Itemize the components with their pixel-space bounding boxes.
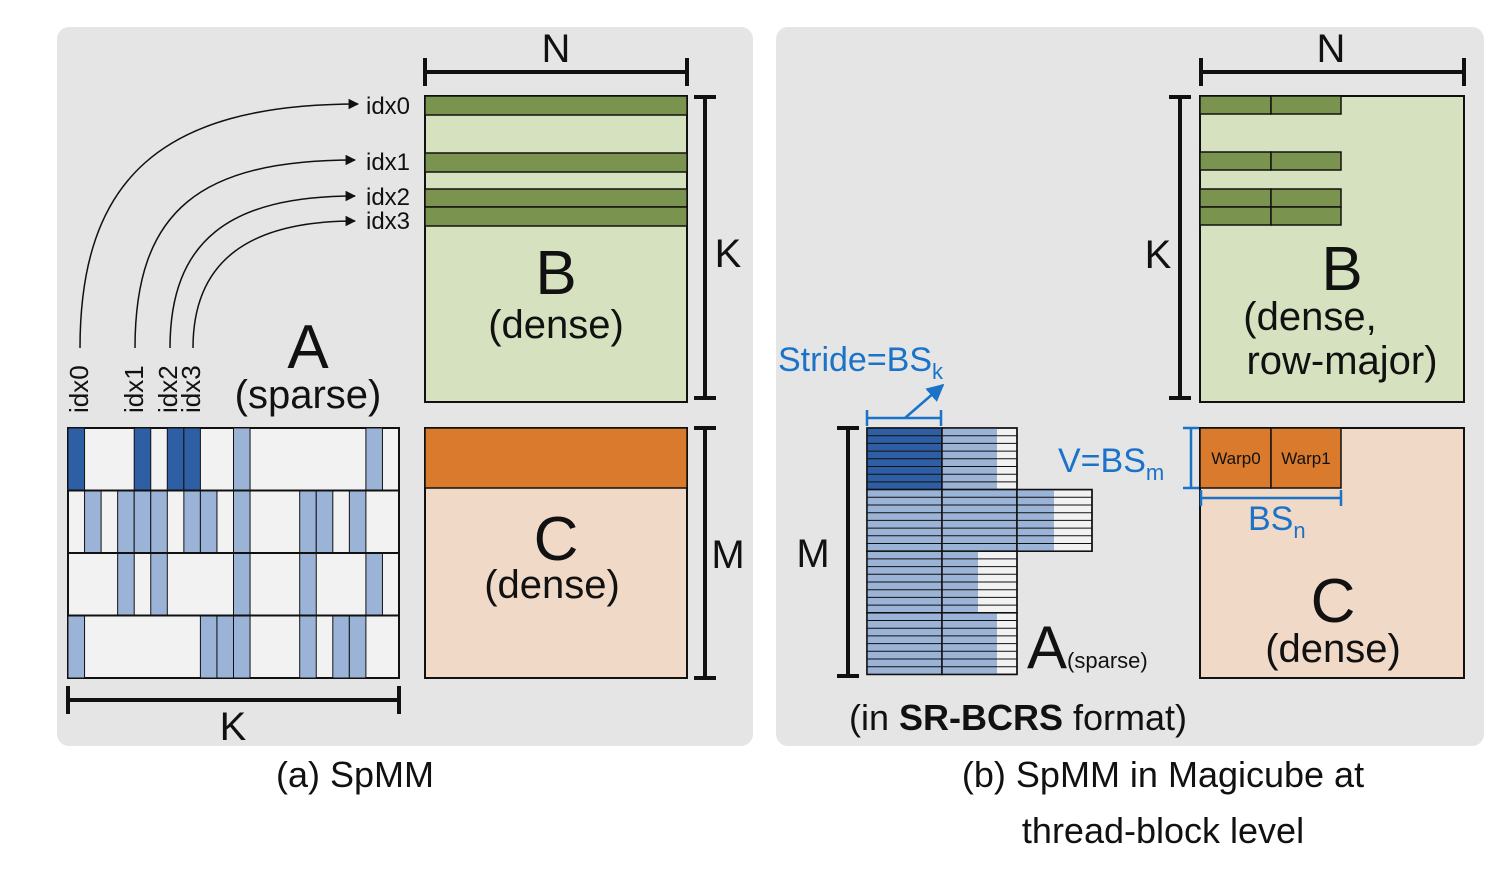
nonzero-cell <box>199 615 218 679</box>
stride-bracket <box>865 410 943 426</box>
format-label: (in SR-BCRS format) <box>849 697 1187 738</box>
idx-arrows <box>79 98 360 349</box>
idx0-label: idx0 <box>366 93 410 120</box>
b-row-idx1 <box>424 152 688 173</box>
a-subtitle: (sparse) <box>235 373 382 417</box>
nonzero-cell <box>233 615 251 679</box>
nonzero-cell <box>117 552 135 616</box>
warp1-label: Warp1 <box>1281 449 1330 468</box>
dim-n-b <box>1199 58 1466 86</box>
dim-n-label-b: N <box>1317 27 1346 71</box>
idx3-label: idx3 <box>366 208 410 235</box>
dim-n-label-a: N <box>542 27 571 71</box>
idx2-vertical: idx2 <box>153 365 183 413</box>
nonzero-cell <box>133 490 152 554</box>
nonzero-cell <box>166 427 185 491</box>
warp1-block <box>1270 427 1342 489</box>
nonzero-cell <box>84 490 102 554</box>
nonzero-cell <box>233 552 251 616</box>
stride-arrow <box>904 383 945 419</box>
b-subtitle2-b: row-major) <box>1246 339 1437 383</box>
caption-b-line2: thread-block level <box>1022 810 1304 851</box>
dim-m-label-a: M <box>711 533 744 577</box>
matrix-b-a: B (dense) <box>424 95 688 403</box>
nonzero-cell <box>299 490 317 554</box>
idx3-vertical: idx3 <box>176 365 206 413</box>
bsn-bracket <box>1199 490 1343 506</box>
matrix-c-a: C (dense) <box>424 427 688 679</box>
b-subtitle1-b: (dense, <box>1243 295 1376 339</box>
nonzero-cell <box>183 490 201 554</box>
a-label-b: A(sparse) <box>1027 614 1148 681</box>
a-letter: A <box>287 313 329 382</box>
nonzero-cell <box>348 490 367 554</box>
nonzero-cell <box>233 490 251 554</box>
nonzero-cell <box>315 490 334 554</box>
idx2-label: idx2 <box>366 184 410 211</box>
nonzero-cell <box>117 490 135 554</box>
warp0-label: Warp0 <box>1211 449 1260 468</box>
b-letter: B <box>535 239 576 308</box>
warp0-block <box>1199 427 1272 489</box>
b-letter-b: B <box>1321 235 1362 304</box>
b-row-idx0 <box>424 95 688 116</box>
dim-k-bottom-label-a: K <box>220 705 247 749</box>
bsn-label: BSn <box>1248 500 1306 543</box>
dim-k-right-a <box>694 95 716 400</box>
v-label: V=BSm <box>1058 442 1164 485</box>
dim-n-a <box>423 58 689 86</box>
nonzero-cell <box>183 427 201 491</box>
nonzero-cell <box>233 427 251 491</box>
caption-b-line1: (b) SpMM in Magicube at <box>962 754 1364 795</box>
nonzero-cell <box>67 427 86 491</box>
srbcrs-outline <box>1016 488 1093 552</box>
matrix-a-sparse <box>67 427 400 679</box>
srbcrs-matrix <box>866 427 1093 676</box>
nonzero-cell <box>150 490 168 554</box>
nonzero-cell <box>299 552 317 616</box>
stride-label: Stride=BSk <box>778 341 944 384</box>
nonzero-cell <box>67 615 86 679</box>
dim-k-b <box>1169 95 1191 400</box>
c-subtitle: (dense) <box>484 563 620 607</box>
nonzero-cell <box>348 615 367 679</box>
srbcrs-outline <box>941 612 1018 676</box>
dim-k-right-label-a: K <box>715 232 742 276</box>
nonzero-cell <box>216 615 234 679</box>
nonzero-cell <box>133 427 152 491</box>
c-letter-b: C <box>1311 567 1356 636</box>
nonzero-cell <box>365 427 383 491</box>
nonzero-cell <box>332 615 350 679</box>
dim-k-label-b: K <box>1145 233 1172 277</box>
dim-m-label-b: M <box>796 532 829 576</box>
idx1-vertical: idx1 <box>119 365 149 413</box>
nonzero-cell <box>199 490 218 554</box>
dim-m-b <box>837 426 859 678</box>
b-row-idx3 <box>424 206 688 227</box>
idx1-label: idx1 <box>366 149 410 176</box>
nonzero-cell <box>365 552 383 616</box>
matrix-c-b: Warp0 Warp1 C (dense) <box>1199 427 1465 679</box>
b-subtitle: (dense) <box>488 303 624 347</box>
b-row-idx2 <box>424 188 688 208</box>
nonzero-cell <box>150 552 168 616</box>
c-letter: C <box>534 505 579 574</box>
v-bracket <box>1183 426 1199 490</box>
matrix-b-b: B (dense, row-major) <box>1199 95 1465 403</box>
dim-k-bottom-a <box>66 686 401 714</box>
caption-a: (a) SpMM <box>276 754 434 795</box>
nonzero-cell <box>299 615 317 679</box>
idx0-vertical: idx0 <box>64 365 94 413</box>
c-subtitle-b: (dense) <box>1265 627 1401 671</box>
dim-m-a <box>694 426 716 680</box>
c-row-block <box>424 427 688 489</box>
